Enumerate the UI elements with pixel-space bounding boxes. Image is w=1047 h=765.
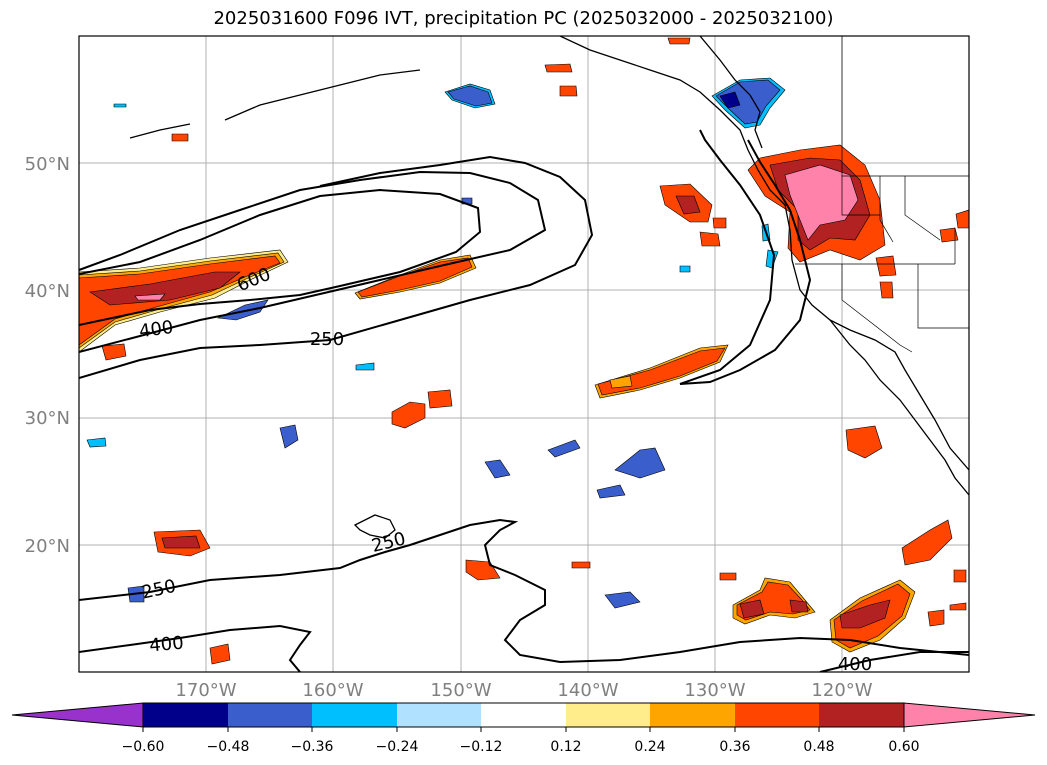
colorbar-tick-label: 0.12: [550, 739, 581, 755]
map-plot-area: 600 400 250 250 250 400 400: [79, 36, 969, 675]
colorbar-segment-8: [735, 703, 819, 727]
lon-label-170w: 170°W: [175, 680, 236, 701]
colorbar-tick-label: −0.36: [291, 739, 334, 755]
colorbar-outline: [142, 702, 905, 728]
colorbar-tick-label: 0.60: [888, 739, 919, 755]
colorbar-tick-label: 0.48: [803, 739, 834, 755]
lon-label-140w: 140°W: [557, 680, 618, 701]
colorbar-extend-high: [903, 702, 1036, 728]
graticule: [79, 36, 969, 672]
contour-label-400-b: 400: [148, 633, 184, 657]
colorbar-segment-7: [650, 703, 735, 727]
ivt-contours: [79, 129, 969, 672]
lat-label-40n: 40°N: [25, 281, 70, 302]
colorbar-tick-label: −0.24: [376, 739, 419, 755]
colorbar-tick-label: 0.24: [634, 739, 665, 755]
contour-label-250-c: 250: [140, 576, 178, 604]
colorbar-segment-5: [481, 703, 566, 727]
colorbar-tick-label: 0.36: [719, 739, 750, 755]
colorbar-tick-labels: −0.60 −0.48 −0.36 −0.24 −0.12 0.12 0.24 …: [122, 739, 920, 755]
colorbar-segment-6: [566, 703, 650, 727]
colorbar-tick-label: −0.60: [122, 739, 165, 755]
lon-label-120w: 120°W: [811, 680, 872, 701]
colorbar-tick-label: −0.12: [460, 739, 503, 755]
contour-label-400-a: 400: [138, 317, 175, 343]
longitude-labels: 170°W 160°W 150°W 140°W 130°W 120°W: [175, 680, 872, 701]
lat-label-20n: 20°N: [25, 536, 70, 557]
map-frame: [78, 35, 970, 673]
colorbar-tick-label: −0.48: [207, 739, 250, 755]
positive-precip-anomalies: [79, 37, 969, 665]
contour-label-250-a: 250: [310, 329, 344, 350]
colorbar: −0.60 −0.48 −0.36 −0.24 −0.12 0.12 0.24 …: [11, 702, 1036, 755]
lon-label-150w: 150°W: [430, 680, 491, 701]
lat-label-30n: 30°N: [25, 408, 70, 429]
contour-label-400-c: 400: [838, 654, 872, 675]
colorbar-tick-marks: [142, 727, 905, 732]
state-borders: [795, 36, 969, 353]
colorbar-segment-9: [819, 703, 904, 727]
colorbar-segment-2: [228, 703, 312, 727]
lon-label-130w: 130°W: [684, 680, 745, 701]
lon-label-160w: 160°W: [302, 680, 363, 701]
latitude-labels: 50°N 40°N 30°N 20°N: [25, 154, 70, 557]
lat-label-50n: 50°N: [25, 154, 70, 175]
chart-title: 2025031600 F096 IVT, precipitation PC (2…: [213, 8, 834, 29]
colorbar-segment-4: [397, 703, 481, 727]
colorbar-segment-3: [312, 703, 397, 727]
colorbar-segment-1: [143, 703, 228, 727]
contour-label-250-b: 250: [369, 528, 407, 557]
coastlines: [129, 36, 969, 539]
contour-labels: 600 400 250 250 250 400 400: [138, 264, 872, 675]
negative-precip-anomalies: [86, 77, 786, 609]
colorbar-extend-low: [11, 702, 144, 728]
